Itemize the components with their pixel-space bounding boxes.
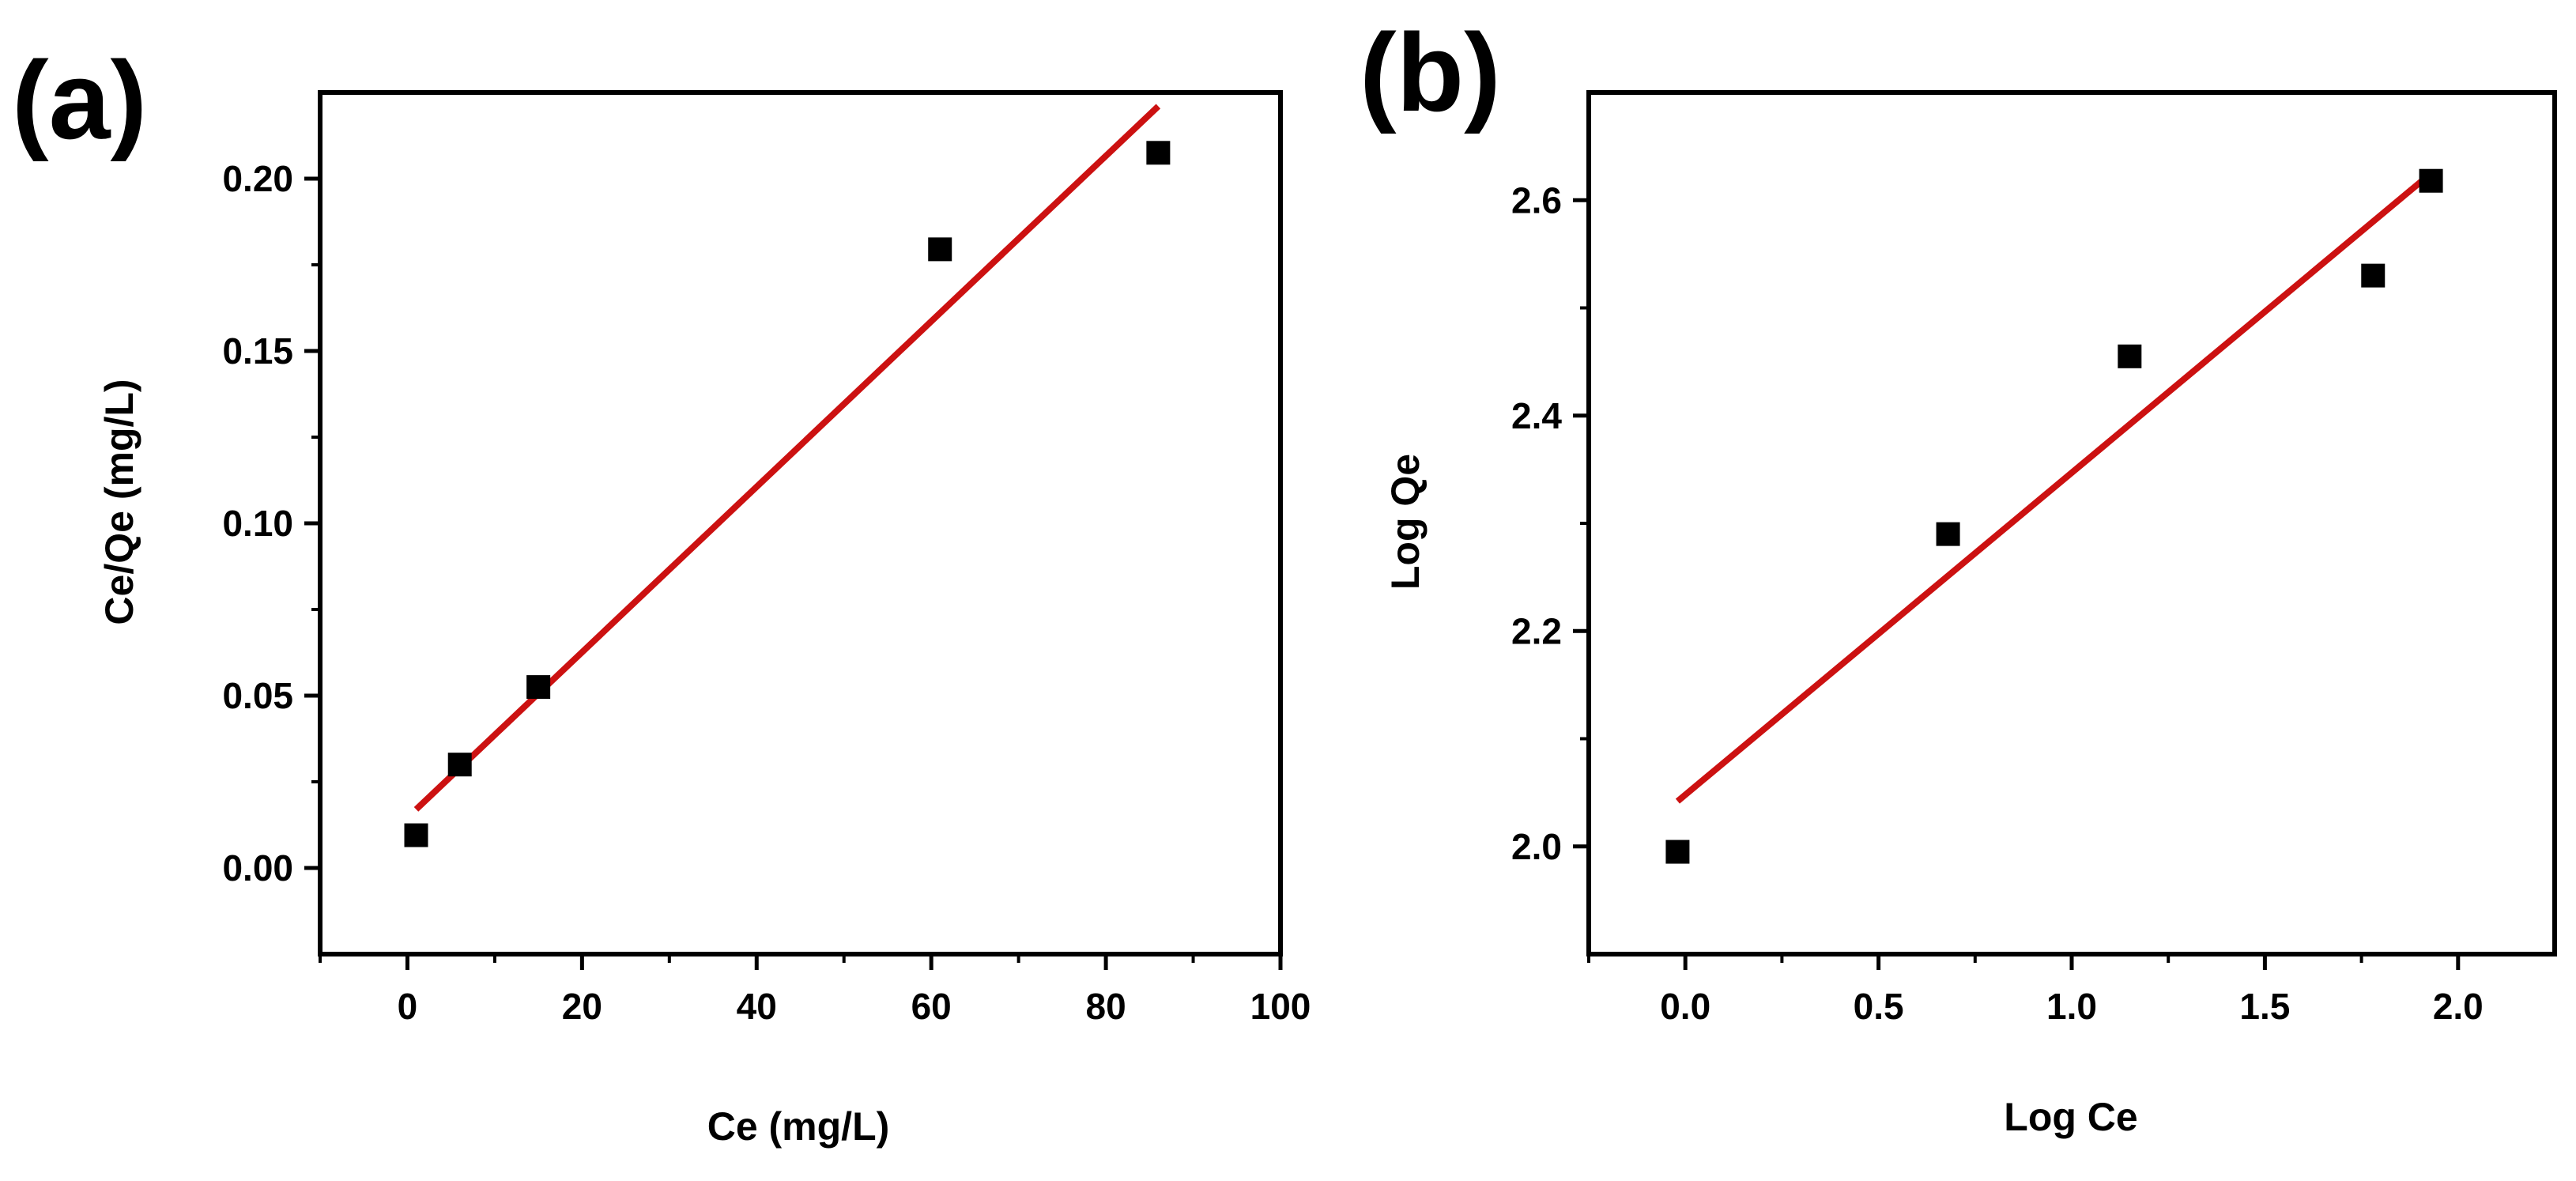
x-axis-title-a: Ce (mg/L) [707, 1104, 890, 1149]
fit-line [1675, 171, 2434, 804]
data-point [404, 823, 428, 847]
y-axis-title-b: Log Qe [1383, 454, 1428, 590]
data-point [2419, 168, 2443, 193]
panel-label-a: (a) [12, 38, 147, 162]
y-tick-label: 0.00 [222, 847, 293, 889]
y-axis-title-a: Ce/Qe (mg/L) [97, 379, 141, 624]
ticks-a: 0 20 40 60 80 100 0.00 0.05 0.10 0.15 0.20 [222, 158, 1311, 1027]
data-point [1936, 522, 1960, 546]
x-tick-label: 1.0 [2046, 986, 2097, 1027]
data-point [2118, 344, 2142, 368]
x-tick-label: 20 [562, 986, 602, 1027]
data-point [526, 675, 551, 700]
y-tick-label: 2.2 [1511, 610, 1562, 651]
x-tick-label: 100 [1250, 986, 1311, 1027]
plot-frame-a [318, 90, 1283, 956]
y-tick-label: 0.15 [222, 330, 293, 372]
fit-line [413, 104, 1161, 812]
panel-label-b: (b) [1360, 10, 1501, 134]
data-point [1665, 840, 1690, 864]
x-axis-title-b: Log Ce [2004, 1095, 2137, 1139]
x-tick-label: 80 [1086, 986, 1126, 1027]
x-tick-label: 60 [911, 986, 952, 1027]
data-point [2361, 263, 2386, 288]
x-tick-label: 0 [398, 986, 418, 1027]
x-tick-label: 0.5 [1854, 986, 1904, 1027]
ticks-b: 0.0 0.5 1.0 1.5 2.0 2.0 2.2 2.4 2.6 [1511, 179, 2484, 1027]
data-point [928, 237, 952, 262]
plot-frame-b [1586, 90, 2557, 956]
y-tick-label: 2.4 [1511, 395, 1562, 436]
marks-a [404, 104, 1171, 847]
x-tick-label: 2.0 [2433, 986, 2484, 1027]
x-tick-label: 40 [737, 986, 777, 1027]
x-tick-label: 0.0 [1660, 986, 1710, 1027]
chart-b: (b) 0.0 0.5 1.0 1.5 2.0 2.0 2.2 2.4 2.6 Log Ce L… [1360, 10, 2557, 1139]
y-tick-label: 0.20 [222, 158, 293, 199]
y-tick-label: 0.05 [222, 675, 293, 716]
y-tick-label: 0.10 [222, 503, 293, 544]
y-tick-label: 2.0 [1511, 826, 1562, 867]
data-point [1146, 141, 1171, 165]
chart-a: (a) 0 20 40 60 80 100 0.00 0.05 0.10 0.15 0.20 Ce … [12, 38, 1311, 1149]
y-tick-label: 2.6 [1511, 179, 1562, 221]
x-tick-label: 1.5 [2239, 986, 2290, 1027]
data-point [447, 753, 472, 777]
marks-b [1665, 168, 2443, 864]
